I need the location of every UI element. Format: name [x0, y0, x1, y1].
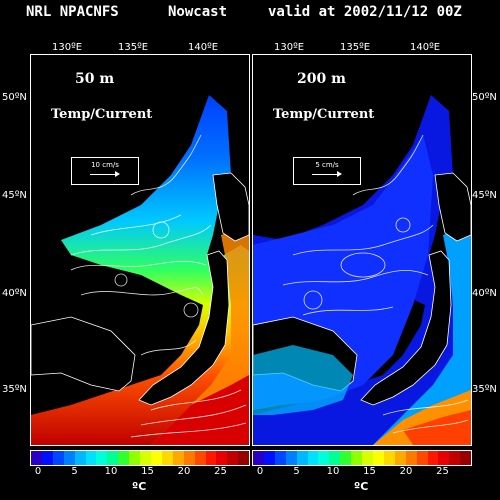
model-name: NRL NPACNFS — [26, 4, 119, 20]
map-panel-50m: 50 m Temp/Current 10 cm/s — [30, 54, 250, 446]
colorbar-swatch — [129, 451, 141, 465]
unit-label-left: ºC — [132, 480, 147, 493]
lon-label-130-left: 130ºE — [52, 42, 83, 53]
colorbar-swatch — [296, 451, 308, 465]
colorbar-tick-label: 5 — [71, 466, 78, 477]
colorbar-swatch — [150, 451, 162, 465]
vector-scale-legend-right: 5 cm/s — [293, 157, 361, 185]
colorbar-swatch — [263, 451, 275, 465]
lat-label-40-left: 40ºN — [2, 288, 27, 299]
colorbar-tick-label: 0 — [256, 466, 264, 477]
vector-scale-arrow-icon — [312, 171, 342, 177]
colorbar-tick-label: 10 — [326, 466, 340, 477]
colorbar-swatch — [31, 451, 42, 465]
colorbar-swatch — [318, 451, 330, 465]
colorbar-swatch — [438, 451, 450, 465]
colorbar-tick-label: 15 — [363, 466, 376, 477]
colorbar-swatch — [383, 451, 395, 465]
vector-scale-arrow-icon — [90, 171, 120, 177]
variable-label-right: Temp/Current — [273, 107, 375, 122]
colorbar-swatch — [351, 451, 363, 465]
lat-label-40-right: 40ºN — [472, 288, 497, 299]
colorbar-swatch — [285, 451, 297, 465]
colorbar-swatch — [194, 451, 206, 465]
colorbar-swatch — [274, 451, 286, 465]
colorbar-swatch — [427, 451, 439, 465]
colorbar-tick-label: 25 — [214, 466, 227, 477]
colorbar-swatch — [52, 451, 64, 465]
colorbar-swatch — [416, 451, 428, 465]
colorbar-swatch — [172, 451, 184, 465]
vector-scale-label-left: 10 cm/s — [91, 161, 119, 169]
colorbar-swatch — [96, 451, 108, 465]
colorbar-swatch — [161, 451, 173, 465]
depth-label-50m: 50 m — [75, 71, 115, 87]
colorbar-swatch — [205, 451, 217, 465]
colorbar-swatch — [460, 451, 472, 465]
colorbar-swatch — [253, 451, 264, 465]
colorbar-swatch — [394, 451, 406, 465]
lon-label-140-right: 140ºE — [410, 42, 441, 53]
colorbar-left — [30, 450, 250, 466]
vector-scale-legend-left: 10 cm/s — [71, 157, 139, 185]
colorbar-swatch — [107, 451, 119, 465]
colorbar-tick-label: 0 — [34, 466, 42, 477]
colorbar-swatch — [329, 451, 341, 465]
colorbar-tick-label: 15 — [141, 466, 154, 477]
lon-label-140-left: 140ºE — [188, 42, 219, 53]
depth-label-200m: 200 m — [297, 71, 346, 87]
lon-label-130-right: 130ºE — [274, 42, 305, 53]
map-panel-200m: 200 m Temp/Current 5 cm/s — [252, 54, 472, 446]
colorbar-swatch — [340, 451, 352, 465]
colorbar-tick-label: 25 — [436, 466, 449, 477]
colorbar-swatch — [449, 451, 461, 465]
colorbar-swatch — [85, 451, 97, 465]
lon-label-135-left: 135ºE — [118, 42, 149, 53]
colorbar-tick-label: 10 — [104, 466, 118, 477]
lat-label-45-right: 45ºN — [472, 190, 497, 201]
colorbar-swatch — [140, 451, 151, 465]
lat-label-45-left: 45ºN — [2, 190, 27, 201]
colorbar-swatch — [227, 451, 239, 465]
colorbar-tick-label: 20 — [399, 466, 413, 477]
lon-label-135-right: 135ºE — [340, 42, 371, 53]
colorbar-swatch — [216, 451, 228, 465]
lat-label-35-left: 35ºN — [2, 384, 27, 395]
lat-label-50-left: 50ºN — [2, 92, 27, 103]
colorbar-swatch — [183, 451, 195, 465]
temperature-field-200m — [253, 95, 471, 445]
colorbar-swatch — [362, 451, 373, 465]
colorbar-tick-label: 20 — [177, 466, 191, 477]
variable-label-left: Temp/Current — [51, 107, 153, 122]
colorbar-swatch — [118, 451, 130, 465]
colorbar-swatch — [63, 451, 75, 465]
colorbar-swatch — [74, 451, 86, 465]
forecast-type: Nowcast — [168, 4, 228, 20]
lat-label-50-right: 50ºN — [472, 92, 497, 103]
colorbar-swatch — [238, 451, 250, 465]
colorbar-tick-label: 5 — [293, 466, 300, 477]
lat-label-35-right: 35ºN — [472, 384, 497, 395]
colorbar-right — [252, 450, 472, 466]
colorbar-swatch — [372, 451, 384, 465]
temperature-field-50m — [31, 95, 249, 445]
unit-label-right: ºC — [354, 480, 369, 493]
colorbar-swatch — [307, 451, 319, 465]
vector-scale-label-right: 5 cm/s — [315, 161, 339, 169]
valid-time: valid at 2002/11/12 00Z — [268, 4, 462, 20]
colorbar-swatch — [41, 451, 53, 465]
colorbar-swatch — [405, 451, 417, 465]
